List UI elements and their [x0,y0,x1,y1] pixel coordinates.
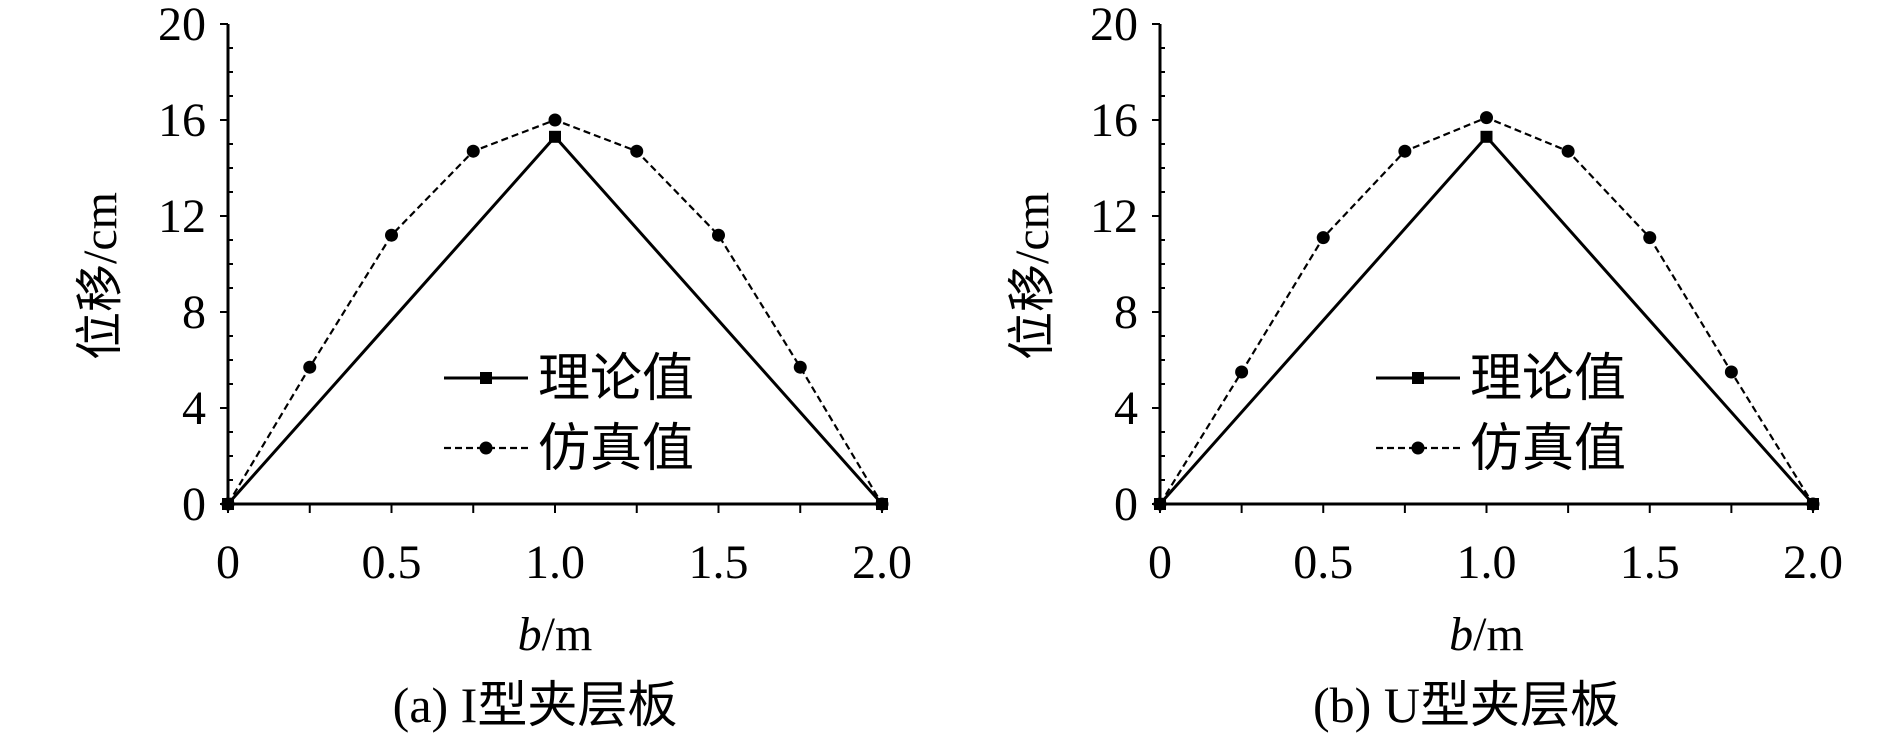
legend-label: 仿真值 [1470,421,1626,478]
x-axis-label-var: b [518,608,542,661]
data-point-circle [1480,111,1493,125]
y-tick-label: 8 [182,286,206,339]
x-tick-label: 0.5 [362,536,422,589]
data-point-square [1480,130,1493,143]
data-point-circle [712,228,725,242]
x-axis-label-unit: /m [542,608,593,661]
data-point-circle [466,144,480,158]
data-point-circle [1561,144,1575,158]
data-point-square [549,130,561,143]
chart-caption: (a) I型夹层板 [393,677,678,733]
data-point-circle [793,360,807,374]
x-tick-label: 1.5 [689,536,749,589]
x-tick-label: 1.0 [525,536,585,589]
x-axis-label-unit: /m [1473,608,1524,661]
series-simulated [1153,111,1820,511]
chart-panel-a: 0 4 8 12 16 20 0 0.5 1.0 1.5 2.0 b/m 位移/cm (a) I型夹层板 理… [74,0,912,733]
y-tick-label: 0 [1114,478,1138,531]
legend-label: 仿真值 [538,421,694,478]
data-point-circle [303,360,317,374]
data-point-circle [1153,497,1167,511]
y-tick-label: 0 [182,478,206,531]
data-point-circle [1235,365,1249,379]
x-tick-label: 1.0 [1457,536,1517,589]
y-tick-label: 20 [1090,0,1138,51]
x-axis-label: b/m [518,608,593,661]
x-axis-label-var: b [1449,608,1473,661]
y-tick-label: 20 [158,0,206,51]
x-tick-label: 0 [1148,536,1172,589]
data-point-circle [875,497,889,511]
y-tick-label: 16 [158,94,206,147]
data-point-circle [1724,365,1738,379]
y-tick-label: 8 [1114,286,1138,339]
x-tick-label: 0.5 [1293,536,1353,589]
data-point-circle [1643,231,1657,245]
x-tick-label: 2.0 [852,536,912,589]
data-point-circle [385,228,398,242]
legend-marker-circle [479,441,493,455]
series-simulated [221,113,889,511]
legend-label: 理论值 [1470,351,1626,408]
chart-caption: (b) U型夹层板 [1313,677,1620,733]
x-tick-label: 0 [216,536,240,589]
y-axis-label: 位移/cm [74,192,127,360]
y-tick-label: 12 [1090,190,1138,243]
chart-panel-b: 0 4 8 12 16 20 0 0.5 1.0 1.5 2.0 b/m 位移/cm (b) U型夹层板 理… [1006,0,1843,733]
data-point-circle [630,144,644,158]
y-tick-label: 12 [158,190,206,243]
legend-marker-square [480,372,492,384]
legend-marker-square [1412,372,1424,384]
legend-label: 理论值 [538,351,694,408]
data-point-circle [1398,144,1412,158]
y-tick-label: 4 [1114,382,1138,435]
y-tick-label: 16 [1090,94,1138,147]
x-axis-label: b/m [1449,608,1524,661]
x-tick-label: 1.5 [1620,536,1680,589]
y-tick-label: 4 [182,382,206,435]
data-point-circle [221,497,235,511]
x-tick-label: 2.0 [1783,536,1843,589]
legend-marker-circle [1411,441,1425,455]
data-point-circle [1316,231,1330,245]
data-point-circle [548,113,562,127]
data-point-circle [1806,497,1820,511]
y-axis-label: 位移/cm [1006,192,1059,360]
